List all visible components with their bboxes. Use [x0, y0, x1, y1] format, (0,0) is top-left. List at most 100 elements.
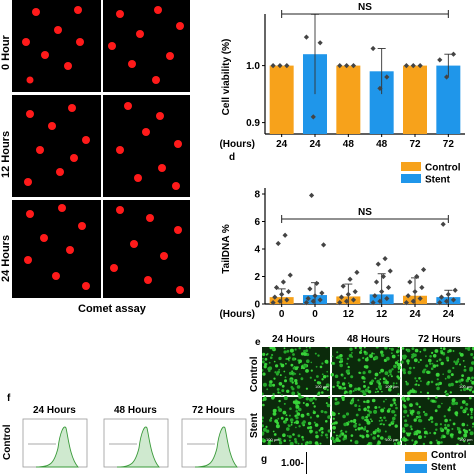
cell-dot — [348, 383, 353, 388]
data-point — [285, 289, 292, 295]
cell-dot — [387, 375, 390, 377]
data-point — [317, 297, 323, 303]
cell-dot — [467, 413, 470, 416]
cell-dot — [463, 440, 466, 443]
data-point — [337, 63, 343, 69]
cell-dot — [278, 399, 281, 403]
cell-dot — [448, 383, 452, 387]
cell-dot — [291, 357, 296, 361]
cell-dot — [298, 347, 301, 350]
cell-dot — [306, 441, 309, 444]
cell-dot — [325, 402, 328, 405]
data-point — [382, 256, 388, 262]
cell-dot — [407, 391, 411, 395]
cell-dot — [284, 376, 287, 379]
cell-dot — [370, 418, 372, 420]
cell-dot — [367, 409, 370, 412]
data-point — [337, 300, 343, 306]
cell-dot — [268, 440, 271, 443]
cell-dot — [459, 363, 461, 366]
cell-dot — [300, 377, 304, 381]
cell-dot — [422, 370, 426, 374]
data-point — [308, 192, 315, 198]
cell-dot — [366, 405, 370, 409]
cell-dot — [385, 381, 387, 384]
cell-dot — [341, 382, 346, 386]
cell-dot — [332, 362, 335, 365]
cell-dot — [359, 351, 362, 354]
x-tick-label: 24 — [409, 309, 421, 320]
cell-dot — [308, 440, 313, 445]
cell-dot — [291, 372, 293, 375]
x-tick-label: 12 — [343, 309, 355, 320]
cell-dot — [289, 407, 292, 410]
cell-dot — [294, 438, 297, 441]
cell-dot — [471, 380, 474, 385]
panel-letter-f: f — [7, 393, 11, 404]
cell-dot — [472, 425, 474, 428]
cell-dot — [302, 402, 305, 404]
cell-dot — [307, 421, 312, 426]
cell-dot — [404, 443, 407, 445]
cell-dot — [419, 358, 422, 362]
cell-dot — [457, 437, 460, 440]
cell-dot — [382, 400, 385, 403]
data-point — [319, 290, 325, 296]
cell-dot — [339, 357, 343, 361]
cell-dot — [464, 347, 468, 350]
cell-dot — [298, 359, 302, 363]
cell-dot — [332, 425, 336, 430]
cell-dot — [397, 359, 399, 362]
data-point — [272, 294, 278, 300]
row-label-0-hour: 0 Hour — [0, 35, 12, 70]
cell-dot — [380, 408, 385, 413]
cell-dot — [335, 434, 338, 437]
cell-dot — [394, 361, 399, 365]
cell-dot — [379, 416, 382, 419]
cell-dot — [462, 410, 465, 412]
cell-dot — [350, 419, 353, 423]
cell-dot — [305, 347, 308, 349]
data-point — [444, 74, 450, 80]
cell-dot — [341, 387, 344, 390]
data-point — [375, 261, 381, 267]
cell-dot — [273, 360, 276, 363]
cell-dot — [425, 364, 429, 368]
cell-dot — [451, 428, 454, 430]
cell-dot — [439, 423, 442, 426]
cell-dot — [452, 398, 456, 402]
y-tick-label: 4 — [254, 245, 260, 256]
cell-dot — [404, 419, 408, 423]
panel-letter-d: d — [229, 152, 236, 163]
cell-dot — [330, 373, 334, 377]
cell-dot — [288, 435, 292, 439]
cell-dot — [460, 436, 464, 440]
e-row-stent: Stent — [249, 413, 260, 438]
data-point — [440, 221, 446, 227]
cell-dot — [444, 426, 448, 430]
cell-dot — [471, 387, 473, 389]
cell-dot — [346, 362, 349, 365]
scale-bar-label: 100 μm — [315, 384, 329, 389]
cell-dot — [448, 349, 452, 353]
cell-dot — [357, 387, 361, 391]
cell-dot — [338, 412, 340, 415]
cell-dot — [339, 354, 343, 358]
x-axis-label: (Hours) — [219, 139, 255, 150]
cell-dot — [269, 418, 272, 422]
cell-dot — [262, 369, 264, 372]
cell-dot — [375, 347, 379, 349]
cell-dot — [406, 414, 410, 417]
cell-dot — [283, 420, 285, 423]
cell-dot — [309, 416, 312, 419]
cell-dot — [294, 440, 298, 444]
cell-dot — [443, 415, 446, 418]
data-point — [350, 297, 357, 303]
cell-dot — [471, 347, 474, 351]
comet-cells — [22, 6, 184, 294]
cell-dot — [405, 380, 407, 383]
cell-dot — [406, 439, 409, 442]
cell-dot — [277, 417, 280, 420]
cell-dot — [470, 379, 472, 382]
cell-dot — [414, 348, 419, 353]
